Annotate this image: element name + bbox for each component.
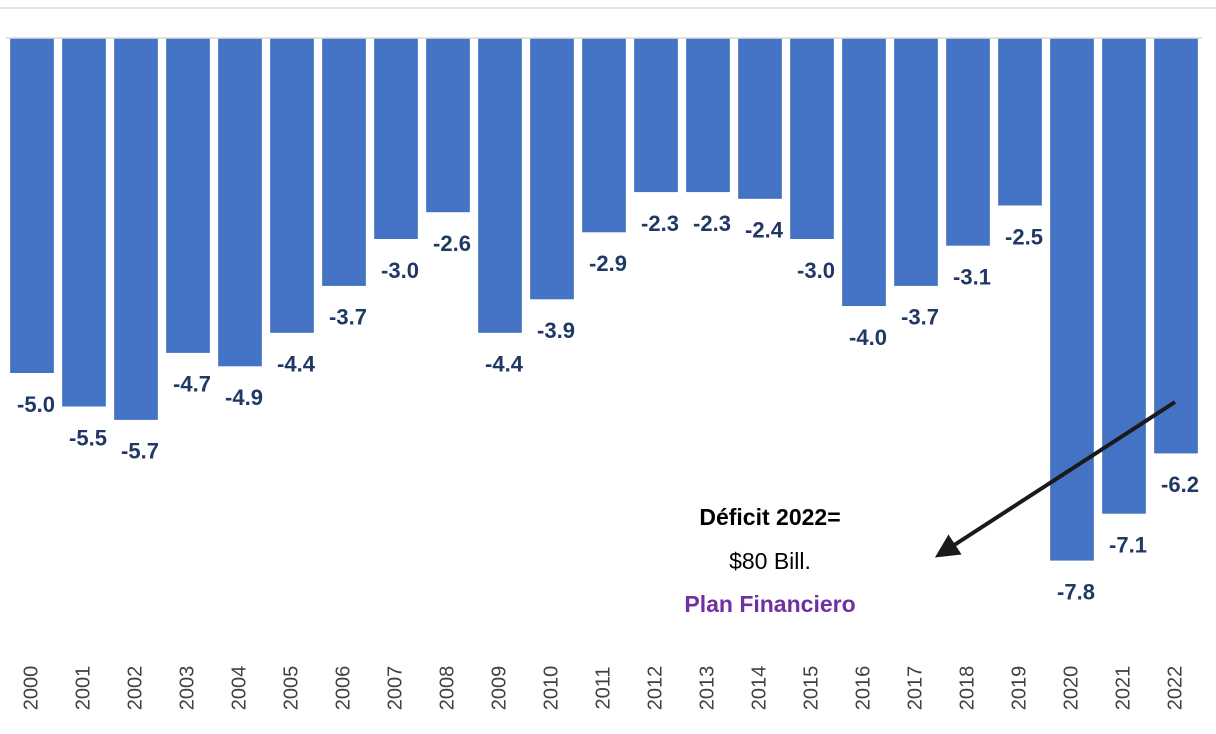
x-tick-label: 2014 — [748, 666, 770, 711]
x-tick-label: 2012 — [644, 666, 666, 711]
x-tick-label: 2001 — [72, 666, 94, 711]
annotation: Plan Financiero — [684, 591, 855, 617]
bar — [842, 38, 886, 306]
bar — [166, 38, 210, 353]
value-label: -4.0 — [849, 325, 887, 350]
x-tick-label: 2000 — [20, 666, 42, 711]
bar — [1102, 38, 1146, 514]
bar — [998, 38, 1042, 206]
x-tick-label: 2008 — [436, 666, 458, 711]
value-label: -2.3 — [641, 211, 679, 236]
bar — [790, 38, 834, 239]
value-label: -2.9 — [589, 251, 627, 276]
value-label: -2.6 — [433, 231, 471, 256]
bar — [426, 38, 470, 213]
x-tick-label: 2018 — [956, 666, 978, 711]
value-label: -3.7 — [901, 305, 939, 330]
value-label: -6.2 — [1161, 472, 1199, 497]
value-label: -3.0 — [797, 258, 835, 283]
x-tick-label: 2004 — [228, 666, 250, 711]
value-label: -2.3 — [693, 211, 731, 236]
bar — [218, 38, 262, 367]
bar — [946, 38, 990, 246]
bar — [894, 38, 938, 286]
value-label: -4.4 — [485, 352, 524, 377]
bar — [738, 38, 782, 199]
value-label: -5.7 — [121, 439, 159, 464]
bars — [10, 38, 1198, 561]
value-label: -4.4 — [277, 352, 316, 377]
x-tick-label: 2010 — [540, 666, 562, 711]
value-label: -3.0 — [381, 258, 419, 283]
value-label: -5.5 — [69, 425, 107, 450]
bar — [582, 38, 626, 233]
x-tick-label: 2017 — [904, 666, 926, 711]
value-label: -4.9 — [225, 385, 263, 410]
x-tick-label: 2009 — [488, 666, 510, 711]
x-tick-label: 2016 — [852, 666, 874, 711]
bar — [686, 38, 730, 193]
bar — [530, 38, 574, 300]
bar — [374, 38, 418, 239]
value-label: -7.1 — [1109, 533, 1147, 558]
bar — [1050, 38, 1094, 561]
value-label: -4.7 — [173, 372, 211, 397]
bar — [322, 38, 366, 286]
bar — [10, 38, 54, 373]
bar — [62, 38, 106, 407]
x-tick-label: 2005 — [280, 666, 302, 711]
value-label: -2.5 — [1005, 224, 1043, 249]
x-tick-label: 2002 — [124, 666, 146, 711]
x-tick-label: 2011 — [592, 666, 614, 709]
x-tick-label: 2013 — [696, 666, 718, 711]
bar — [270, 38, 314, 333]
annotation: Déficit 2022= — [699, 504, 840, 530]
x-tick-label: 2015 — [800, 666, 822, 711]
x-tick-label: 2020 — [1060, 666, 1082, 711]
x-tick-label: 2006 — [332, 666, 354, 711]
bar — [114, 38, 158, 420]
bar — [478, 38, 522, 333]
value-label: -3.7 — [329, 305, 367, 330]
value-label: -3.9 — [537, 318, 575, 343]
x-tick-label: 2019 — [1008, 666, 1030, 711]
value-label: -5.0 — [17, 392, 55, 417]
annotation-arrow — [934, 400, 1177, 558]
x-tick-label: 2007 — [384, 666, 406, 711]
value-label: -3.1 — [953, 265, 991, 290]
x-tick-label: 2021 — [1112, 666, 1134, 711]
annotation: $80 Bill. — [729, 548, 811, 574]
bar — [1154, 38, 1198, 454]
value-label: -7.8 — [1057, 579, 1095, 604]
x-tick-label: 2003 — [176, 666, 198, 711]
x-tick-label: 2022 — [1164, 666, 1186, 711]
bar — [634, 38, 678, 193]
value-label: -2.4 — [745, 218, 784, 243]
